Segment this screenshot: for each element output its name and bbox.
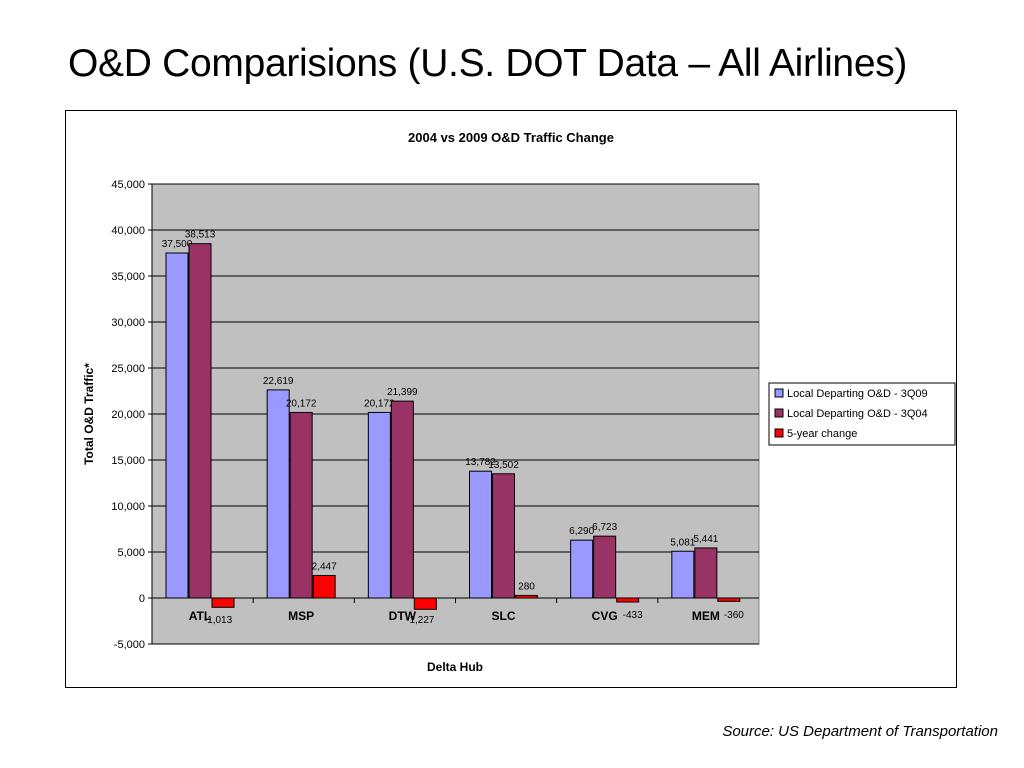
y-tick-label: 25,000 (111, 363, 145, 375)
legend-swatch (774, 408, 784, 418)
slide-title: O&D Comparisions (U.S. DOT Data – All Ai… (68, 42, 908, 85)
bar (671, 550, 695, 599)
x-tick-label: SLC (492, 609, 516, 623)
data-label: 20,172 (286, 398, 317, 409)
data-label: 5,441 (693, 534, 718, 545)
bar (616, 597, 640, 603)
data-label: 21,399 (387, 387, 418, 398)
bar (515, 594, 538, 599)
bar (694, 547, 718, 599)
data-label: 20,172 (364, 398, 395, 409)
x-axis-title: Delta Hub (427, 660, 483, 674)
data-label: 22,619 (263, 376, 294, 387)
y-tick-label: 30,000 (111, 317, 145, 329)
y-tick-label: 0 (139, 593, 145, 605)
bar (570, 539, 594, 599)
x-tick-label: MEM (692, 609, 720, 623)
bar (188, 243, 212, 599)
data-label: 38,513 (185, 230, 216, 241)
bar-chart: 2004 vs 2009 O&D Traffic Change -5,000 0 5,… (82, 130, 956, 674)
bar (165, 252, 189, 599)
chart-frame: 2004 vs 2009 O&D Traffic Change -5,000 0 5,… (65, 110, 957, 688)
y-tick-label: -5,000 (114, 639, 145, 651)
chart-title: 2004 vs 2009 O&D Traffic Change (408, 130, 614, 145)
data-label: 37,500 (162, 239, 193, 250)
data-label: 280 (518, 581, 535, 592)
legend-label: Local Departing O&D - 3Q09 (787, 388, 928, 400)
bar (593, 535, 617, 599)
x-tick-label: DTW (389, 609, 417, 623)
data-label: 13,502 (488, 460, 519, 471)
bar (469, 470, 492, 599)
source-note: Source: US Department of Transportation (722, 723, 998, 740)
data-label: 6,290 (569, 526, 594, 537)
legend-box (768, 382, 956, 446)
data-label: 2,447 (312, 561, 337, 572)
data-label: 13,782 (465, 457, 496, 468)
bar (492, 473, 515, 599)
legend-label: Local Departing O&D - 3Q04 (787, 408, 928, 420)
legend-swatch (774, 428, 784, 438)
bar (289, 411, 313, 599)
bar (266, 389, 290, 599)
data-label: -433 (623, 610, 643, 621)
bar (211, 597, 235, 608)
legend-swatch (774, 388, 784, 398)
y-tick-label: 40,000 (111, 225, 145, 237)
y-tick-label: 35,000 (111, 271, 145, 283)
bar (717, 597, 741, 602)
x-tick-label: MSP (288, 609, 314, 623)
bar (413, 597, 437, 610)
bar (312, 574, 336, 599)
y-tick-label: 45,000 (111, 179, 145, 191)
data-label: 6,723 (592, 522, 617, 533)
data-label: -1,227 (406, 615, 435, 626)
bar (390, 400, 414, 599)
y-tick-label: 20,000 (111, 409, 145, 421)
legend-label: 5-year change (787, 428, 857, 440)
data-label: 5,081 (670, 537, 695, 548)
y-tick-label: 5,000 (117, 547, 145, 559)
y-tick-label: 15,000 (111, 455, 145, 467)
data-label: -1,013 (204, 615, 233, 626)
bar (367, 411, 391, 599)
x-tick-label: CVG (592, 609, 618, 623)
x-tick-label: ATL (189, 609, 211, 623)
data-label: -360 (724, 610, 744, 621)
y-tick-label: 10,000 (111, 501, 145, 513)
y-axis-title: Total O&D Traffic* (82, 363, 96, 465)
